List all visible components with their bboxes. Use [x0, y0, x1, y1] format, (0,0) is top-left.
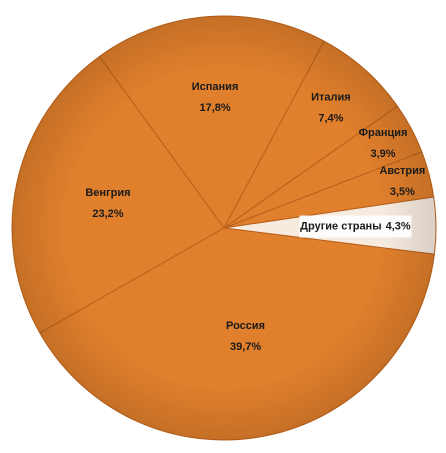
category-label: Франция — [359, 127, 408, 139]
category-label: Австрия — [379, 165, 425, 177]
value-label: 3,5% — [390, 186, 415, 198]
value-label: 17,8% — [199, 102, 230, 114]
value-label: 23,2% — [92, 208, 123, 220]
data-label: Другие страны 4,3% — [300, 220, 411, 232]
value-label: 3,9% — [370, 148, 395, 160]
value-label: 39,7% — [230, 341, 261, 353]
value-label: 4,3% — [386, 220, 411, 232]
label-box — [299, 215, 412, 238]
category-label: Италия — [311, 91, 351, 103]
category-label: Испания — [192, 81, 239, 93]
category-label: Россия — [226, 320, 265, 332]
value-label: 7,4% — [318, 112, 343, 124]
category-label: Другие страны — [300, 220, 381, 232]
category-label: Венгрия — [85, 187, 130, 199]
